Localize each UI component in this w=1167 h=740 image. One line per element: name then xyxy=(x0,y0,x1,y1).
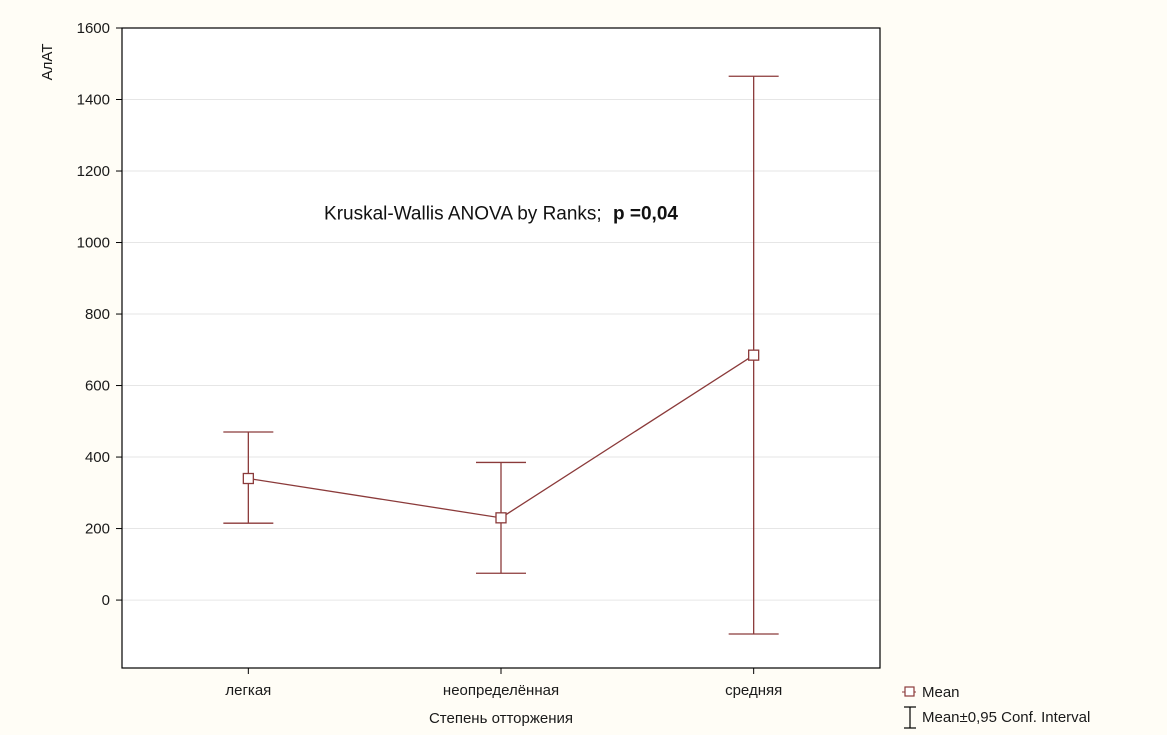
y-tick-label: 1000 xyxy=(77,235,110,252)
y-tick-label: 600 xyxy=(85,378,110,395)
annotation-text: Kruskal-Wallis ANOVA by Ranks; xyxy=(324,203,602,224)
annotation-p-value: p =0,04 xyxy=(613,203,678,224)
legend-mean-square xyxy=(904,686,915,697)
kruskal-wallis-annotation: Kruskal-Wallis ANOVA by Ranks; p =0,04 xyxy=(324,203,678,224)
y-tick-label: 400 xyxy=(85,449,110,466)
x-tick-label: неопределённая xyxy=(443,682,559,699)
y-tick-label: 1600 xyxy=(77,20,110,37)
mean-marker xyxy=(748,349,760,361)
y-tick-label: 1400 xyxy=(77,92,110,109)
x-axis-ticks: легкая неопределённая средняя xyxy=(225,668,782,699)
y-tick-label: 1200 xyxy=(77,163,110,180)
y-tick-label: 200 xyxy=(85,521,110,538)
mean-marker xyxy=(495,512,507,524)
y-tick-label: 800 xyxy=(85,306,110,323)
x-tick-label: легкая xyxy=(225,682,271,699)
x-tick-label: средняя xyxy=(725,682,782,699)
legend-ci-label: Mean±0,95 Conf. Interval xyxy=(922,709,1090,726)
y-axis-title: АлАТ xyxy=(39,44,56,81)
legend-mean-marker xyxy=(902,686,916,697)
y-axis-ticks: 0 200 400 600 800 1000 1200 1400 1600 xyxy=(77,20,122,609)
x-axis-title: Степень отторжения xyxy=(429,710,573,727)
legend-mean-label: Mean xyxy=(922,684,960,701)
mean-markers xyxy=(242,349,760,524)
legend-error-bar-symbol xyxy=(904,706,916,729)
y-tick-label: 0 xyxy=(102,592,110,609)
mean-marker xyxy=(242,472,254,485)
legend: Mean Mean±0,95 Conf. Interval xyxy=(902,684,1090,729)
